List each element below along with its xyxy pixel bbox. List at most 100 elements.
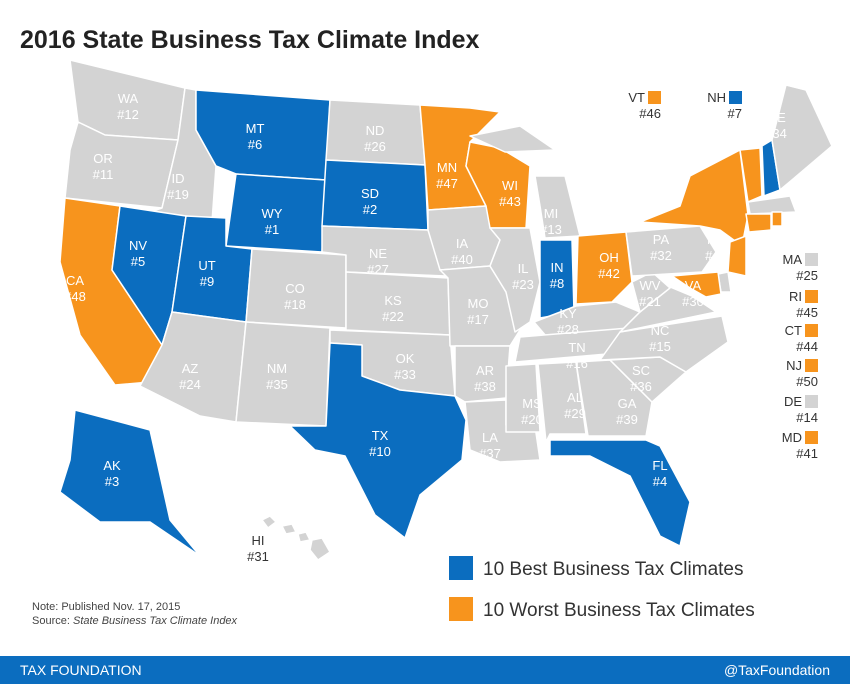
state-rank: #30 xyxy=(682,294,704,309)
state-rank: #11 xyxy=(93,167,114,182)
state-rank: #21 xyxy=(639,294,661,309)
state-rank: #5 xyxy=(131,254,145,269)
footer-handle: @TaxFoundation xyxy=(724,662,830,678)
state-rank: #31 xyxy=(247,549,269,564)
legend-swatch xyxy=(449,556,473,580)
state-abbr: CA xyxy=(66,273,84,288)
state-abbr: SD xyxy=(361,186,379,201)
state-abbr: ND xyxy=(366,123,385,138)
state-shape xyxy=(261,515,331,561)
state-rank: #47 xyxy=(436,176,458,191)
state-rank: #3 xyxy=(105,474,119,489)
state-abbr: VA xyxy=(685,278,702,293)
state-rank: #7 xyxy=(728,106,742,121)
state-abbr: OK xyxy=(396,351,415,366)
state-rank: #2 xyxy=(363,202,377,217)
state-abbr: NV xyxy=(129,238,147,253)
state-rank: #17 xyxy=(467,312,489,327)
state-rank: #33 xyxy=(394,367,416,382)
state-shape xyxy=(739,147,763,203)
legend-swatch xyxy=(449,597,473,621)
state-abbr: MI xyxy=(544,206,558,221)
state-rank: #34 xyxy=(765,126,787,141)
state-abbr: NC xyxy=(651,323,670,338)
state-abbr: PA xyxy=(653,232,670,247)
state-abbr: KS xyxy=(384,293,402,308)
state-rank: #1 xyxy=(265,222,279,237)
state-rank: #46 xyxy=(639,106,661,121)
state-rank: #42 xyxy=(598,266,620,281)
state-abbr: AR xyxy=(476,363,494,378)
state-shape xyxy=(505,363,541,433)
state-rank: #32 xyxy=(650,248,672,263)
state-abbr: WV xyxy=(640,278,661,293)
state-rank: #27 xyxy=(367,262,389,277)
state-abbr: VT xyxy=(628,90,645,105)
state-abbr: WY xyxy=(262,206,283,221)
state-abbr: CT xyxy=(785,323,802,338)
callout-swatch xyxy=(805,290,818,303)
state-abbr: MO xyxy=(468,296,489,311)
state-abbr: MA xyxy=(783,252,803,267)
state-rank: #29 xyxy=(564,406,586,421)
state-abbr: WA xyxy=(118,91,139,106)
state-abbr: FL xyxy=(652,458,667,473)
state-rank: #37 xyxy=(479,446,501,461)
state-shape xyxy=(727,235,747,277)
state-abbr: KY xyxy=(559,306,577,321)
state-abbr: IL xyxy=(518,261,529,276)
state-abbr: ID xyxy=(172,171,185,186)
state-rank: #49 xyxy=(705,248,727,263)
state-abbr: DE xyxy=(784,394,802,409)
state-rank: #13 xyxy=(540,222,562,237)
state-abbr: SC xyxy=(632,363,650,378)
state-abbr: LA xyxy=(482,430,498,445)
state-rank: #16 xyxy=(566,356,588,371)
state-shape xyxy=(745,213,772,233)
state-rank: #10 xyxy=(369,444,391,459)
state-abbr: OR xyxy=(93,151,113,166)
state-shape xyxy=(537,361,587,443)
footer-bar xyxy=(0,656,850,684)
state-rank: #43 xyxy=(499,194,521,209)
state-rank: #4 xyxy=(653,474,667,489)
state-shape xyxy=(575,231,633,305)
state-abbr: OH xyxy=(599,250,619,265)
state-rank: #23 xyxy=(512,277,534,292)
state-abbr: WI xyxy=(502,178,518,193)
callout-swatch xyxy=(805,359,818,372)
state-shape xyxy=(771,84,833,191)
state-rank: #48 xyxy=(64,289,86,304)
state-rank: #19 xyxy=(167,187,189,202)
state-abbr: NY xyxy=(707,232,725,247)
source: Source: State Business Tax Climate Index xyxy=(32,615,238,627)
state-rank: #35 xyxy=(266,377,288,392)
state-shape xyxy=(671,271,722,298)
state-rank: #20 xyxy=(521,412,543,427)
state-abbr: NE xyxy=(369,246,387,261)
state-rank: #45 xyxy=(796,305,818,320)
state-rank: #36 xyxy=(630,379,652,394)
state-shape xyxy=(625,225,717,277)
state-rank: #39 xyxy=(616,412,638,427)
state-abbr: TX xyxy=(372,428,389,443)
state-abbr: AL xyxy=(567,390,583,405)
title: 2016 State Business Tax Climate Index xyxy=(20,26,480,54)
legend-label: 10 Worst Business Tax Climates xyxy=(483,600,755,621)
callout-swatch xyxy=(729,91,742,104)
state-rank: #28 xyxy=(557,322,579,337)
state-shape xyxy=(59,409,201,557)
state-abbr: HI xyxy=(252,533,265,548)
state-abbr: NH xyxy=(707,90,726,105)
state-shape xyxy=(549,439,691,547)
state-shape xyxy=(454,345,511,403)
state-abbr: CO xyxy=(285,281,305,296)
state-shape xyxy=(747,195,797,215)
state-shape xyxy=(489,227,541,333)
state-abbr: MT xyxy=(246,121,265,136)
state-abbr: MD xyxy=(782,430,802,445)
footer-brand: TAX FOUNDATION xyxy=(20,662,142,678)
state-abbr: GA xyxy=(618,396,637,411)
